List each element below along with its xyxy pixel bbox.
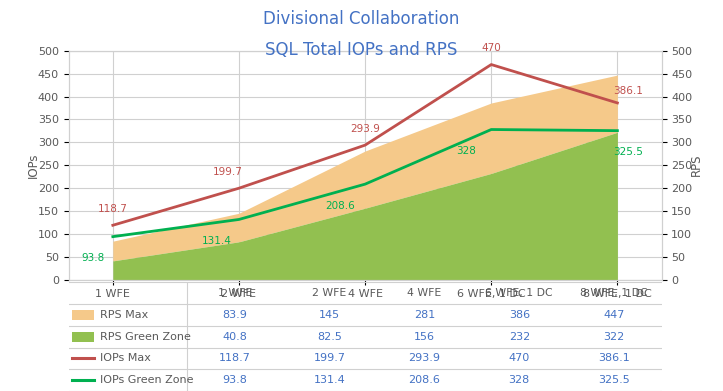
Text: 199.7: 199.7 bbox=[213, 167, 243, 177]
Text: 208.6: 208.6 bbox=[325, 201, 355, 211]
Text: 93.8: 93.8 bbox=[222, 375, 247, 385]
Text: IOPs Green Zone: IOPs Green Zone bbox=[100, 375, 194, 385]
Text: 156: 156 bbox=[414, 332, 435, 342]
Text: 328: 328 bbox=[509, 375, 530, 385]
Text: 208.6: 208.6 bbox=[408, 375, 440, 385]
Text: 40.8: 40.8 bbox=[222, 332, 247, 342]
Text: 131.4: 131.4 bbox=[202, 236, 231, 246]
Text: 145: 145 bbox=[319, 310, 340, 320]
Text: 1 WFE: 1 WFE bbox=[218, 288, 252, 298]
Text: SQL Total IOPs and RPS: SQL Total IOPs and RPS bbox=[265, 41, 458, 59]
Text: 93.8: 93.8 bbox=[82, 253, 105, 263]
Text: 328: 328 bbox=[456, 146, 476, 156]
Text: 118.7: 118.7 bbox=[98, 204, 128, 214]
Text: 293.9: 293.9 bbox=[350, 124, 380, 134]
Text: 447: 447 bbox=[604, 310, 625, 320]
Text: 325.5: 325.5 bbox=[598, 375, 630, 385]
Text: 386.1: 386.1 bbox=[598, 353, 630, 363]
Y-axis label: IOPs: IOPs bbox=[27, 152, 40, 178]
Text: IOPs Max: IOPs Max bbox=[100, 353, 151, 363]
Text: 2 WFE: 2 WFE bbox=[312, 288, 346, 298]
Text: 325.5: 325.5 bbox=[614, 147, 643, 157]
Text: 8 WFE, 1 DC: 8 WFE, 1 DC bbox=[581, 288, 648, 298]
Text: 4 WFE: 4 WFE bbox=[407, 288, 442, 298]
FancyBboxPatch shape bbox=[72, 310, 94, 320]
Text: 83.9: 83.9 bbox=[222, 310, 247, 320]
Text: 470: 470 bbox=[482, 43, 501, 54]
Text: Divisional Collaboration: Divisional Collaboration bbox=[263, 10, 460, 28]
Text: 386.1: 386.1 bbox=[614, 86, 643, 96]
FancyBboxPatch shape bbox=[72, 332, 94, 342]
Text: 232: 232 bbox=[509, 332, 530, 342]
Text: 322: 322 bbox=[604, 332, 625, 342]
Text: 293.9: 293.9 bbox=[408, 353, 440, 363]
Text: 281: 281 bbox=[414, 310, 435, 320]
Text: 118.7: 118.7 bbox=[219, 353, 251, 363]
Text: 470: 470 bbox=[509, 353, 530, 363]
Y-axis label: RPS: RPS bbox=[690, 154, 703, 176]
Text: 6 WFE, 1 DC: 6 WFE, 1 DC bbox=[485, 288, 553, 298]
Text: RPS Max: RPS Max bbox=[100, 310, 148, 320]
Text: 386: 386 bbox=[509, 310, 530, 320]
Text: 131.4: 131.4 bbox=[314, 375, 346, 385]
Text: RPS Green Zone: RPS Green Zone bbox=[100, 332, 191, 342]
Text: 199.7: 199.7 bbox=[314, 353, 346, 363]
Text: 82.5: 82.5 bbox=[317, 332, 342, 342]
